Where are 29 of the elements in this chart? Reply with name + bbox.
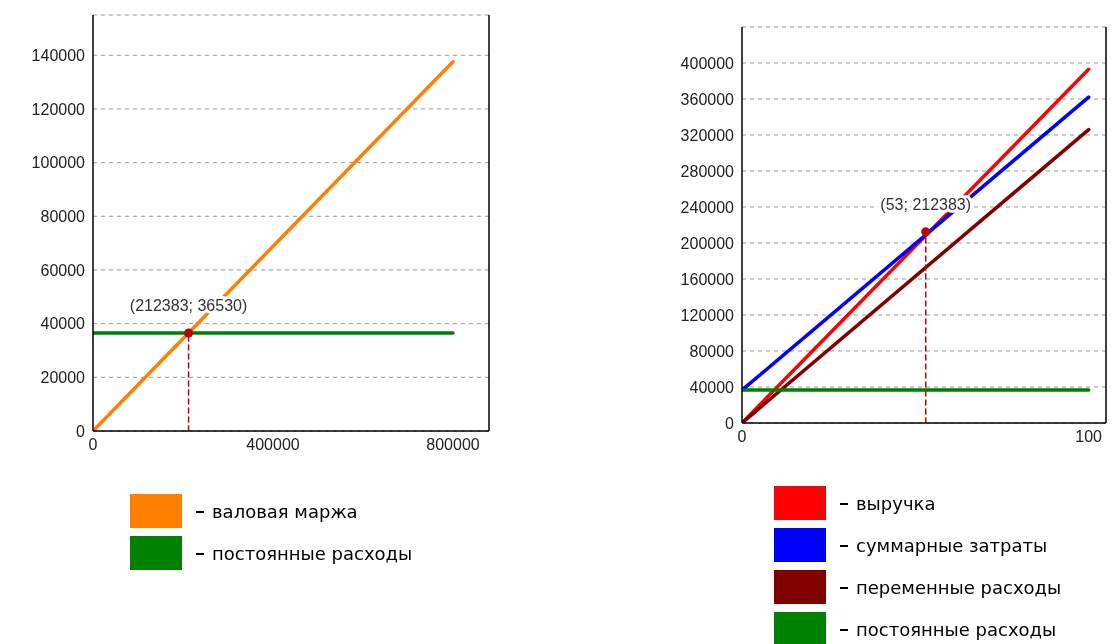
y-tick-label: 120000 (31, 100, 86, 118)
y-tick-label: 360000 (680, 90, 735, 108)
legend-label: выручка (840, 492, 936, 514)
x-tick-label: 0 (88, 436, 98, 454)
x-tick-label: 0 (737, 428, 747, 446)
legend-label: постоянные расходы (196, 542, 413, 564)
y-tick-label: 120000 (680, 306, 735, 324)
y-tick-label: 60000 (40, 261, 86, 279)
legend-label: постоянные расходы (840, 618, 1057, 640)
y-tick-label: 320000 (680, 126, 735, 144)
legend-label: суммарные затраты (840, 534, 1048, 556)
y-tick-label: 40000 (40, 315, 86, 333)
y-tick-label: 200000 (680, 234, 735, 252)
y-tick-label: 40000 (689, 378, 735, 396)
y-tick-label: 400000 (680, 54, 735, 72)
y-tick-label: 140000 (31, 46, 86, 64)
y-tick-label: 160000 (680, 270, 735, 288)
x-tick-label: 100 (1075, 428, 1103, 446)
y-tick-label: 0 (725, 414, 735, 432)
y-tick-label: 240000 (680, 198, 735, 216)
y-tick-label: 280000 (680, 162, 735, 180)
x-tick-label: 400000 (246, 436, 300, 454)
x-tick-label: 800000 (426, 436, 480, 454)
y-tick-label: 80000 (689, 342, 735, 360)
y-tick-label: 100000 (31, 154, 86, 172)
y-tick-label: 80000 (40, 207, 86, 225)
y-tick-label: 20000 (40, 369, 86, 386)
legend-label: валовая маржа (196, 500, 358, 522)
legend-label: переменные расходы (840, 576, 1062, 598)
